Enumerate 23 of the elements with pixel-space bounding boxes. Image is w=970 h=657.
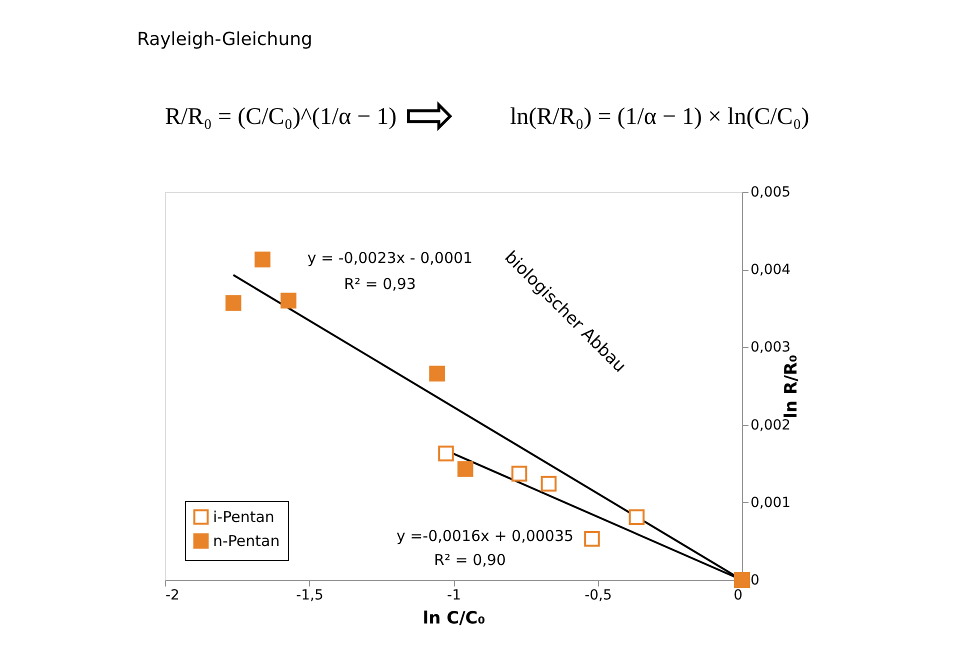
text: ln(R/R₀) = (1/α − 1) × ln(C/C₀)	[510, 104, 810, 130]
legend-label: n-Pentan	[213, 532, 280, 550]
text: ⇨	[404, 80, 456, 150]
chart-title: Rayleigh-Gleichung	[137, 29, 312, 50]
y-tick-label: 0,002	[750, 417, 791, 434]
text: R/R₀ = (C/C₀)^(1/α − 1)	[165, 104, 397, 130]
legend-label: i-Pentan	[213, 508, 274, 526]
y-tick-label: 0	[750, 572, 760, 588]
annotation: y =-0,0016x + 0,00035	[396, 527, 574, 545]
y-tick-label: 0,004	[750, 262, 791, 278]
y-tick-label: 0,001	[750, 494, 791, 511]
x-tick-label: -1	[447, 588, 461, 604]
y-axis-title: ln R/R₀	[782, 354, 802, 418]
x-tick-label: 0	[734, 588, 742, 604]
y-tick-label: 0,003	[750, 340, 791, 356]
annotation: R² = 0,90	[434, 551, 506, 569]
x-axis-title: ln C/C₀	[422, 608, 486, 628]
annotation: y = -0,0023x - 0,0001	[307, 249, 473, 267]
y-tick-label: 0,005	[750, 184, 791, 200]
x-tick-label: -2	[166, 588, 180, 604]
x-tick-label: -0,5	[584, 588, 612, 604]
x-tick-label: -1,5	[296, 588, 324, 604]
annotation: R² = 0,93	[344, 275, 416, 293]
